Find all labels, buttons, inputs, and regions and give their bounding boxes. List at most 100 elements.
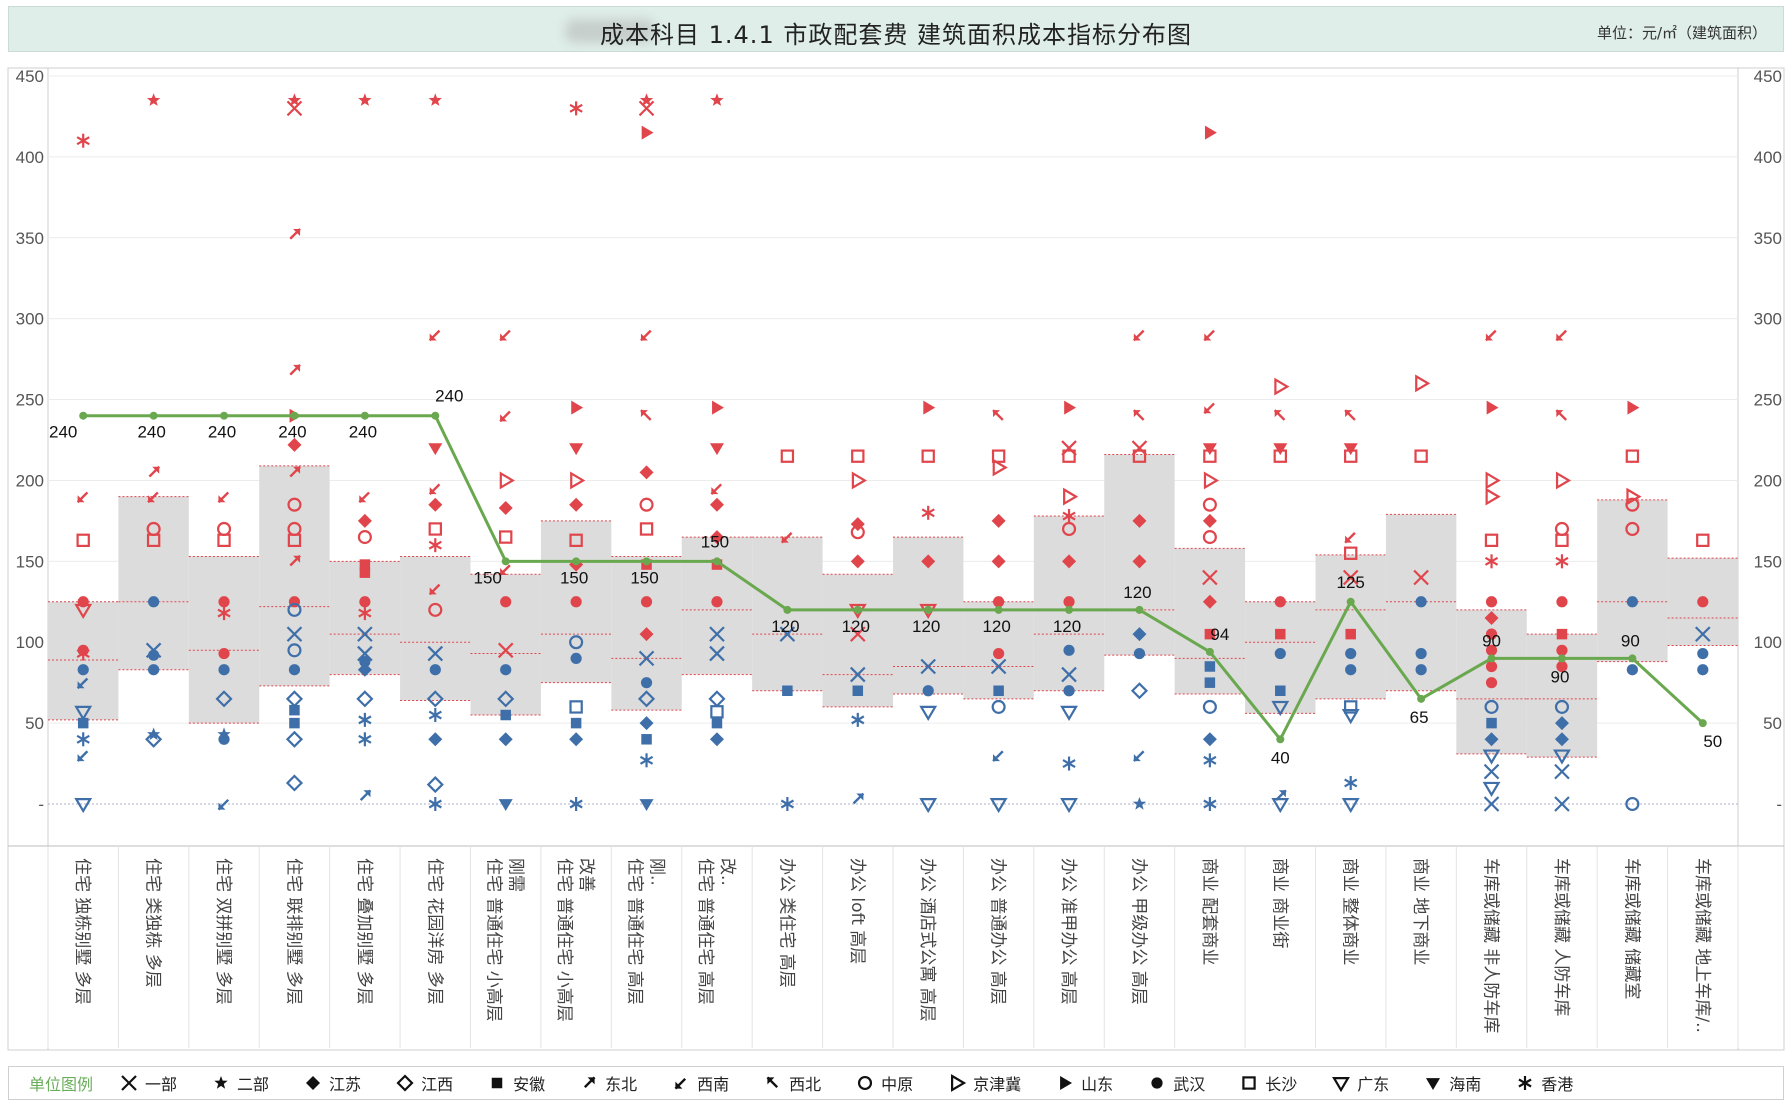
reference-point	[79, 411, 88, 420]
y-tick-label-left: 450	[16, 67, 44, 86]
data-point	[851, 471, 867, 490]
y-tick-label-right: 50	[1763, 714, 1782, 733]
arrow-up-right-icon	[584, 1076, 596, 1089]
data-point	[711, 596, 723, 608]
data-point	[569, 497, 584, 512]
data-point	[287, 602, 302, 617]
data-point	[639, 799, 654, 811]
data-point	[214, 1076, 228, 1089]
reference-label: 120	[771, 617, 799, 636]
data-point	[146, 533, 161, 548]
data-point	[570, 717, 582, 729]
legend-item-label: 中原	[881, 1075, 914, 1094]
data-point	[640, 596, 653, 608]
data-point	[1273, 443, 1288, 456]
data-point	[1341, 709, 1360, 725]
data-point	[1203, 471, 1220, 490]
category-label: 刚需住宅 普通住宅 小高层	[484, 858, 526, 1022]
legend-item: 江苏	[303, 1071, 361, 1095]
data-point	[217, 798, 230, 811]
data-point	[429, 664, 441, 676]
data-point	[1344, 409, 1356, 421]
data-point	[1484, 699, 1499, 714]
data-point	[500, 664, 512, 676]
data-point	[991, 699, 1006, 714]
y-tick-label-left: 250	[16, 391, 44, 410]
data-point	[218, 664, 230, 676]
data-point	[1554, 716, 1569, 731]
category-label: 车库或储藏 储藏室	[1621, 858, 1641, 999]
data-point	[1132, 513, 1147, 528]
legend-item: 中原	[855, 1071, 913, 1095]
data-point	[1344, 532, 1356, 544]
reference-label: 90	[1550, 667, 1569, 686]
reference-point	[994, 605, 1003, 614]
data-point	[74, 797, 93, 814]
legend-item-label: 香港	[1541, 1075, 1574, 1094]
data-point	[289, 554, 301, 567]
data-point	[428, 93, 442, 106]
data-point	[569, 533, 583, 548]
data-point	[1062, 756, 1076, 771]
legend-item-label: 山东	[1081, 1075, 1114, 1094]
data-point	[1696, 533, 1710, 548]
legend-item-label: 西南	[697, 1075, 730, 1094]
data-point	[1133, 409, 1145, 421]
range-band	[188, 556, 260, 724]
data-point	[639, 522, 654, 536]
reference-label: 90	[1482, 631, 1501, 650]
arrow-down-left-icon	[674, 1077, 687, 1090]
data-point	[359, 567, 371, 578]
category-label: 办公 酒店式公寓 高层	[917, 858, 937, 1022]
data-point	[858, 1075, 873, 1091]
reference-label: 150	[560, 568, 588, 587]
reference-label: 90	[1621, 631, 1640, 650]
data-point	[76, 491, 89, 504]
data-point	[218, 733, 230, 745]
data-point	[1485, 471, 1501, 490]
filled-circle-icon	[1151, 1077, 1163, 1089]
redacted-blur	[565, 19, 655, 43]
data-point	[1695, 626, 1711, 642]
data-point	[1344, 449, 1358, 463]
data-point	[1554, 796, 1570, 812]
category-label: 住宅 叠加别墅 多层	[354, 858, 374, 1005]
data-point	[710, 483, 723, 495]
hollow-triangle-right-icon	[951, 1074, 967, 1092]
data-point	[428, 329, 441, 342]
reference-label: 150	[474, 568, 502, 587]
data-point	[1132, 627, 1147, 642]
data-point	[74, 705, 93, 721]
data-point	[428, 538, 442, 553]
data-point	[1204, 628, 1216, 640]
data-point	[1343, 443, 1358, 456]
reference-point	[1557, 654, 1566, 663]
data-point	[640, 329, 652, 342]
data-point	[1062, 554, 1077, 569]
reference-point	[924, 605, 933, 614]
data-point	[989, 797, 1008, 814]
data-point	[499, 530, 513, 544]
legend-item: 京津冀	[947, 1071, 1021, 1095]
data-point	[674, 1077, 687, 1090]
data-point	[782, 685, 793, 697]
data-point	[710, 705, 724, 719]
data-point	[148, 596, 160, 608]
data-point	[1204, 677, 1216, 688]
data-point	[1063, 596, 1075, 608]
data-point	[992, 750, 1004, 762]
hollow-square-icon	[1242, 1076, 1256, 1090]
data-point	[1202, 699, 1217, 714]
reference-label: 120	[912, 617, 940, 636]
reference-line	[83, 414, 1704, 743]
data-point	[286, 626, 303, 642]
data-point	[1063, 487, 1079, 506]
data-point	[992, 458, 1008, 477]
data-point	[1484, 554, 1499, 569]
data-point	[1553, 749, 1571, 765]
filled-triangle-right-icon	[1060, 1076, 1073, 1090]
y-tick-label-right: 300	[1754, 310, 1782, 329]
data-point	[1486, 400, 1499, 415]
reference-point	[572, 557, 581, 566]
data-point	[1132, 554, 1147, 569]
